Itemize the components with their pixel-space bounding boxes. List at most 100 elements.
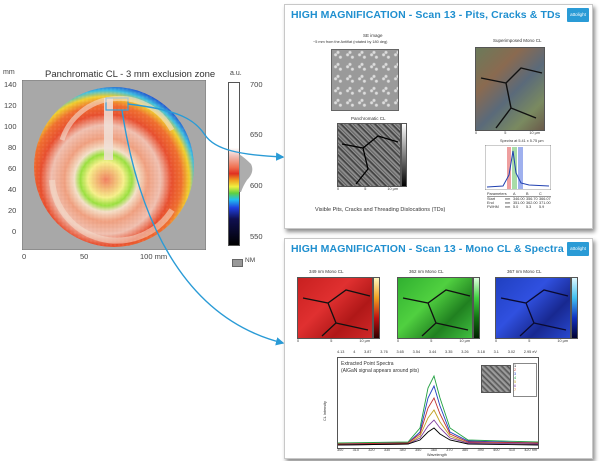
energy-tick: 3.54 [412,350,421,354]
x-tick: 5 [528,339,531,343]
energy-tick: 4.13 [337,350,345,354]
wavelength-tick: 380 [461,448,469,452]
x-tick: 10 µm [557,339,569,343]
table-cell: nm [505,205,511,209]
caption: Visible Pits, Cracks and Threading Dislo… [315,207,446,213]
wafer-streak [104,98,113,160]
table-header-row: Parameters A B C [487,192,551,197]
energy-tick: 3.1 [493,350,499,354]
wavelength-tick: 310 [352,448,359,452]
se-image-subtitle: ~5 mm from the Antiflat (rotated by 180 … [313,40,388,44]
x-tick: 10 µm [459,339,471,343]
pan-image [337,123,401,187]
ylabel-wrap: CL Intensity [323,385,333,425]
mono-362-x-ticks: 0 5 10 µm [397,339,470,343]
wavelength-tick: 300 [337,448,344,452]
y-tick: 40 [8,185,17,194]
wafer-texture [34,87,194,247]
colorbar-tick: 550 [250,232,263,241]
mono-crack-lines [500,289,569,337]
mono-349-x-ticks: 0 5 10 µm [297,339,370,343]
energy-tick: 3.65 [396,350,404,354]
spectra-subtitle: (AlGaN signal appears around pits) [341,368,420,374]
y-tick: 100 [4,122,17,131]
x-tick: 0 [337,187,340,191]
energy-ticks: 4.13 4 3.87 3.76 3.65 3.54 3.44 3.35 3.2… [337,350,537,356]
wafer-ring [59,95,175,141]
table-cell: 346.00 [513,197,525,201]
colorbar-unit: a.u. [230,70,242,77]
table-row: Start nm 346.00 356.70 366.07 [487,197,551,201]
mono-crack-lines [402,289,471,337]
table-row: FWHM nm 5.0 5.3 5.9 [487,205,551,209]
spectrum-curve [337,374,539,444]
colorbar-tick: 600 [250,181,263,190]
energy-tick: 3.87 [364,350,372,354]
x-tick: 10 µm [359,339,371,343]
table-cell: 351.00 [513,201,525,205]
table-cell: 362.00 [526,201,538,205]
wavelength-tick: 340 [399,448,406,452]
table-cell: 5.0 [513,205,519,209]
mono-crack-lines [302,289,371,337]
wavelength-tick: 360 [430,448,437,452]
spectrum-curve [337,409,539,446]
spectra-title: Extracted Point Spectra [341,361,394,367]
table-header-cell [505,192,513,196]
mono-349-title: 349 nm Mono CL [309,269,344,274]
table-row: End nm 351.00 362.00 371.00 [487,201,551,205]
table-cell: FWHM [487,205,499,209]
spectra-curves [337,374,539,446]
legend-item: 5 [514,380,517,384]
x-tick: 5 [330,339,333,343]
wavelength-tick: 390 [477,448,484,452]
table-header-cell: C [539,192,542,196]
x-tick: 0 [397,339,400,343]
arrow-to-top-panel [127,103,285,161]
x-tick: 50 [80,252,89,261]
band-c [518,147,523,189]
table-header-cell: Parameters [487,192,507,196]
mono-362-image [397,277,473,339]
table-cell: nm [505,201,511,205]
superimposed-image [475,47,545,131]
pan-x-ticks: 0 5 10 µm [337,187,398,191]
y-tick: 60 [8,164,17,173]
y-unit-label: mm [3,69,15,76]
spectra-chart [485,145,551,190]
arrow-to-bottom-panel [121,109,285,346]
y-tick: 0 [12,227,17,236]
band-b [512,147,517,189]
mono-362-title: 362 nm Mono CL [409,269,444,274]
superimposed-x-ticks: 0 5 10 µm [475,131,540,135]
energy-tick: 3.44 [428,350,437,354]
colorbar-ticks: 700 650 600 550 [250,80,280,250]
wavelength-tick: 350 [415,448,422,452]
x-tick: 10 µm [529,131,541,135]
spectra-legend: 1 2 3 4 5 6 7 [513,363,537,397]
table-cell: 5.3 [526,205,532,209]
legend-item: 7 [514,388,517,392]
wavelength-tick: 330 [383,448,391,452]
superimposed-title: Superimposed Mono CL [493,38,542,43]
table-header-cell: A [513,192,516,196]
mono-367-title: 367 nm Mono CL [507,269,542,274]
pan-title: Panchromatic CL [351,116,386,121]
mono-349-image [297,277,373,339]
colorbar-tick: 700 [250,80,263,89]
band-a [507,147,511,189]
x-tick: 10 µm [387,187,399,191]
attolight-logo: attolight [567,8,589,22]
energy-tick: 3.18 [477,350,485,354]
table-cell: 356.70 [526,197,538,201]
energy-tick: 3.76 [380,350,388,354]
spectrum-curve [337,396,539,445]
se-image-title: SE image [363,33,383,38]
attolight-logo: attolight [567,242,589,256]
y-tick: 140 [4,80,17,89]
spectrum-curve [337,419,539,446]
legend-item: 2 [514,368,517,372]
energy-tick: 2.95 eV [523,350,537,354]
spectra-title: Spectra at 5.41 x 5.75 µm [500,139,544,143]
wavelength-tick: 400 [493,448,500,452]
